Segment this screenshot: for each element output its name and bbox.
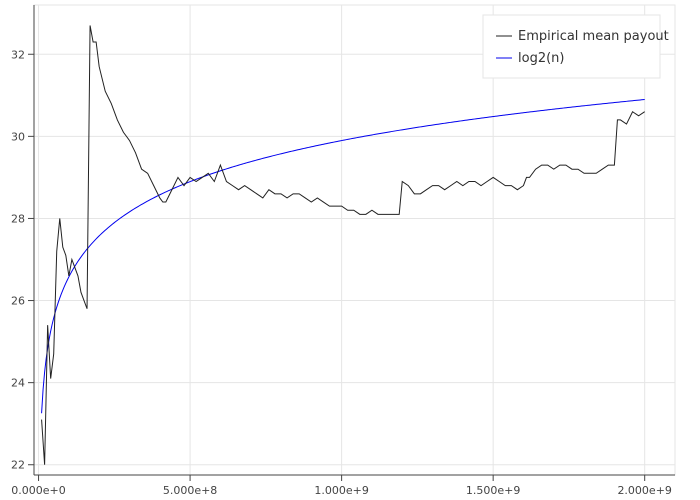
series-lines: [41, 25, 645, 465]
x-tick-label: 2.000e+9: [617, 484, 671, 497]
legend-label-log2: log2(n): [518, 51, 564, 66]
y-tick-label: 30: [11, 130, 25, 143]
y-axis-ticks: 22 24 26 28 30 32: [11, 48, 34, 472]
y-tick-label: 24: [11, 377, 25, 390]
x-tick-label: 1.500e+9: [466, 484, 520, 497]
y-tick-label: 26: [11, 295, 25, 308]
legend-label-empirical: Empirical mean payout: [518, 29, 669, 44]
x-tick-label: 5.000e+8: [163, 484, 217, 497]
y-tick-label: 22: [11, 459, 25, 472]
legend: Empirical mean payout log2(n): [482, 14, 669, 79]
series-line-log2: [41, 99, 645, 414]
x-tick-label: 1.000e+9: [314, 484, 368, 497]
legend-box: [482, 14, 661, 79]
y-tick-label: 32: [11, 48, 25, 61]
series-line-empirical-mean-payout: [41, 25, 645, 465]
x-axis-ticks: 0.000e+0 5.000e+8 1.000e+9 1.500e+9 2.000e+9: [11, 475, 672, 497]
grid-lines: [34, 5, 675, 475]
x-tick-label: 0.000e+0: [11, 484, 65, 497]
y-tick-label: 28: [11, 212, 25, 225]
